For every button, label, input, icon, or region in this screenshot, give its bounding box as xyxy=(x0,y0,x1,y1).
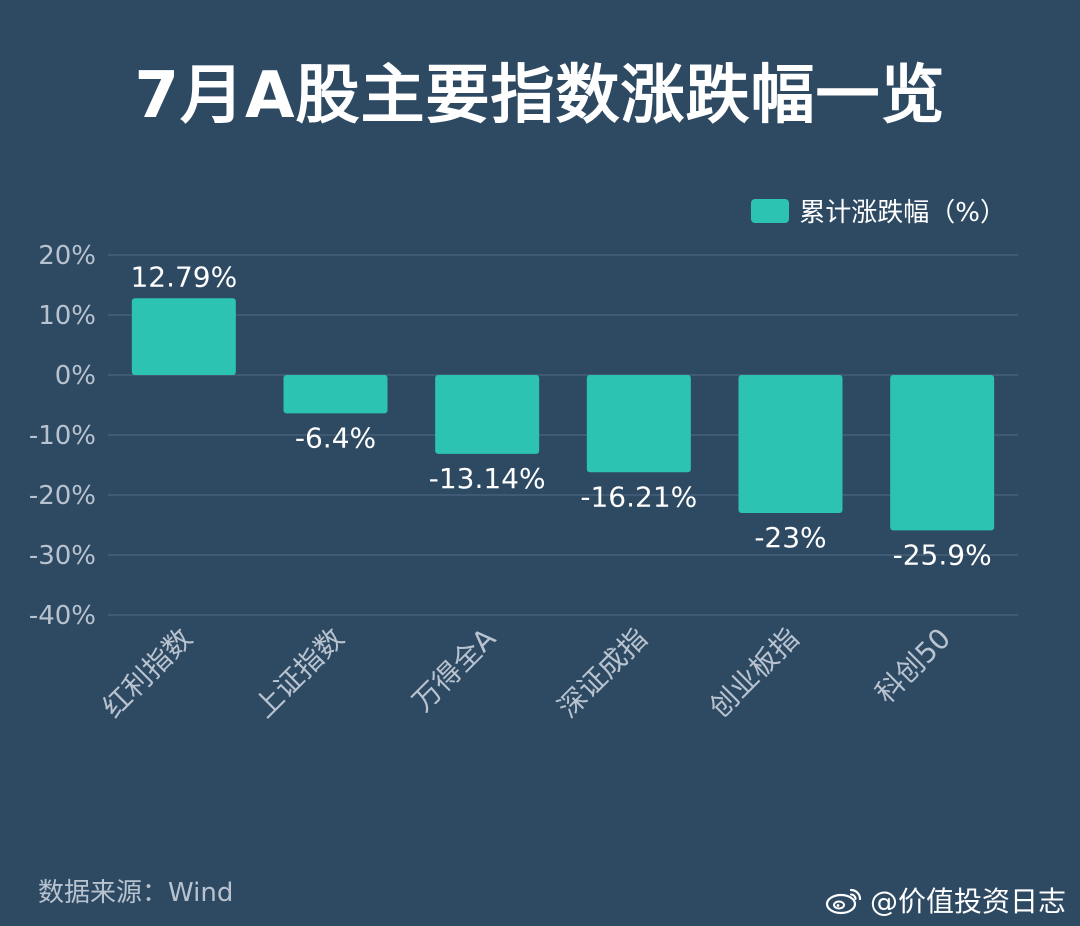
data-label: -25.9% xyxy=(893,538,992,571)
category-label: 万得全A xyxy=(406,622,502,718)
category-label: 科创50 xyxy=(869,622,957,710)
category-label: 上证指数 xyxy=(248,622,351,725)
source-note: 数据来源：Wind xyxy=(38,878,234,908)
y-tick-label: -10% xyxy=(29,421,96,451)
y-tick-label: 20% xyxy=(38,241,96,271)
y-tick-label: -20% xyxy=(29,481,96,511)
legend-swatch xyxy=(751,198,790,223)
y-tick-label: 0% xyxy=(55,361,96,391)
y-tick-label: -30% xyxy=(29,541,96,571)
category-label: 创业板指 xyxy=(703,622,806,725)
y-tick-label: -40% xyxy=(29,601,96,631)
weibo-logo-icon xyxy=(825,888,862,915)
category-label: 红利指数 xyxy=(96,622,199,725)
chart-title: 7月A股主要指数涨跌幅一览 xyxy=(134,59,946,133)
category-label: 深证成指 xyxy=(551,622,654,725)
bar xyxy=(586,375,691,473)
data-label: -6.4% xyxy=(295,421,376,454)
data-label: 12.79% xyxy=(130,260,237,293)
bar xyxy=(738,375,843,513)
bar xyxy=(283,375,388,414)
data-label: -23% xyxy=(754,521,826,554)
legend-label: 累计涨跌幅（%） xyxy=(799,198,1006,228)
bar xyxy=(435,375,540,454)
bar xyxy=(131,298,236,375)
bar xyxy=(890,375,995,531)
y-tick-label: 10% xyxy=(38,301,96,331)
legend: 累计涨跌幅（%） xyxy=(751,192,1006,229)
weibo-watermark: @价值投资日志 xyxy=(824,880,1066,920)
data-label: -16.21% xyxy=(580,480,697,513)
watermark-text: @价值投资日志 xyxy=(869,885,1066,918)
data-label: -13.14% xyxy=(429,462,546,495)
